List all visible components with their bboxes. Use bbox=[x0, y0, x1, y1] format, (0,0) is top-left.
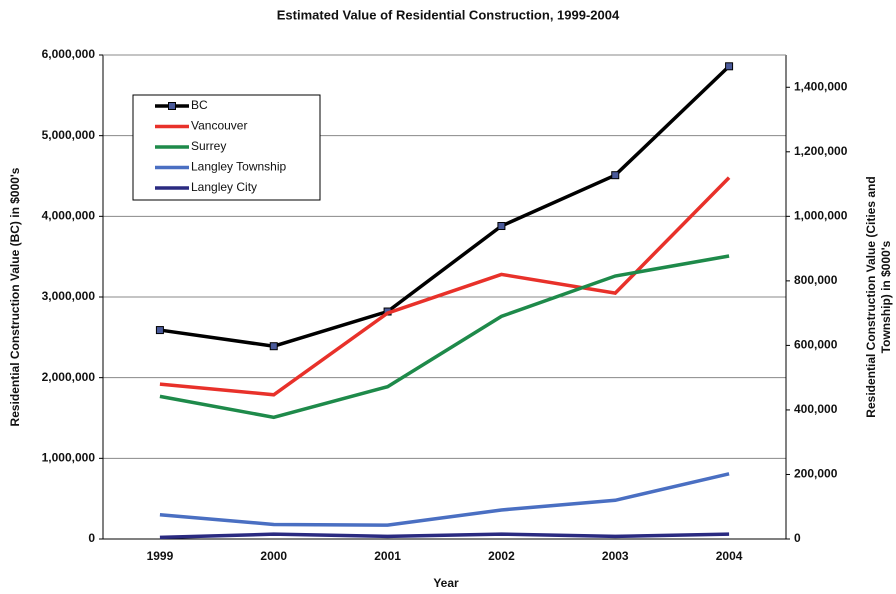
y-tick-label: 0 bbox=[88, 531, 95, 545]
y2-axis-label: Township) in $000's bbox=[879, 240, 893, 353]
series-line bbox=[159, 254, 730, 420]
y-tick-label: 6,000,000 bbox=[42, 47, 96, 61]
x-tick-label: 2002 bbox=[488, 549, 515, 563]
legend-label: Langley City bbox=[191, 180, 257, 194]
x-tick-label: 1999 bbox=[147, 549, 174, 563]
legend-label: BC bbox=[191, 98, 208, 112]
y2-tick-label: 400,000 bbox=[794, 402, 838, 416]
y2-tick-label: 800,000 bbox=[794, 273, 838, 287]
series-line bbox=[159, 472, 730, 527]
y2-tick-label: 1,200,000 bbox=[794, 144, 848, 158]
legend-label: Surrey bbox=[191, 139, 226, 153]
y2-tick-label: 0 bbox=[794, 531, 801, 545]
y-tick-label: 2,000,000 bbox=[42, 370, 96, 384]
y2-tick-label: 600,000 bbox=[794, 338, 838, 352]
y-tick-label: 5,000,000 bbox=[42, 128, 96, 142]
y2-axis-label: Residential Construction Value (Cities a… bbox=[864, 176, 878, 417]
x-tick-label: 2000 bbox=[260, 549, 287, 563]
y-tick-label: 3,000,000 bbox=[42, 289, 96, 303]
y2-tick-label: 1,400,000 bbox=[794, 79, 848, 93]
point-marker bbox=[155, 326, 164, 335]
legend-label: Langley Township bbox=[191, 160, 287, 174]
x-axis-label: Year bbox=[433, 576, 459, 590]
series-line bbox=[159, 176, 731, 397]
x-tick-label: 2003 bbox=[602, 549, 629, 563]
y-tick-label: 4,000,000 bbox=[42, 209, 96, 223]
legend-label: Vancouver bbox=[191, 119, 247, 133]
point-marker bbox=[269, 342, 278, 351]
legend-marker bbox=[168, 102, 176, 110]
y-axis-label: Residential Construction Value (BC) in $… bbox=[8, 167, 22, 426]
series-line bbox=[159, 65, 731, 348]
x-tick-label: 2004 bbox=[716, 549, 743, 563]
point-marker bbox=[611, 171, 620, 180]
x-tick-label: 2001 bbox=[374, 549, 401, 563]
chart-title: Estimated Value of Residential Construct… bbox=[277, 7, 620, 22]
y2-tick-label: 200,000 bbox=[794, 467, 838, 481]
y2-tick-label: 1,000,000 bbox=[794, 209, 848, 223]
y-tick-label: 1,000,000 bbox=[42, 451, 96, 465]
series-line bbox=[159, 532, 730, 540]
point-marker bbox=[725, 62, 734, 71]
point-marker bbox=[497, 222, 506, 231]
